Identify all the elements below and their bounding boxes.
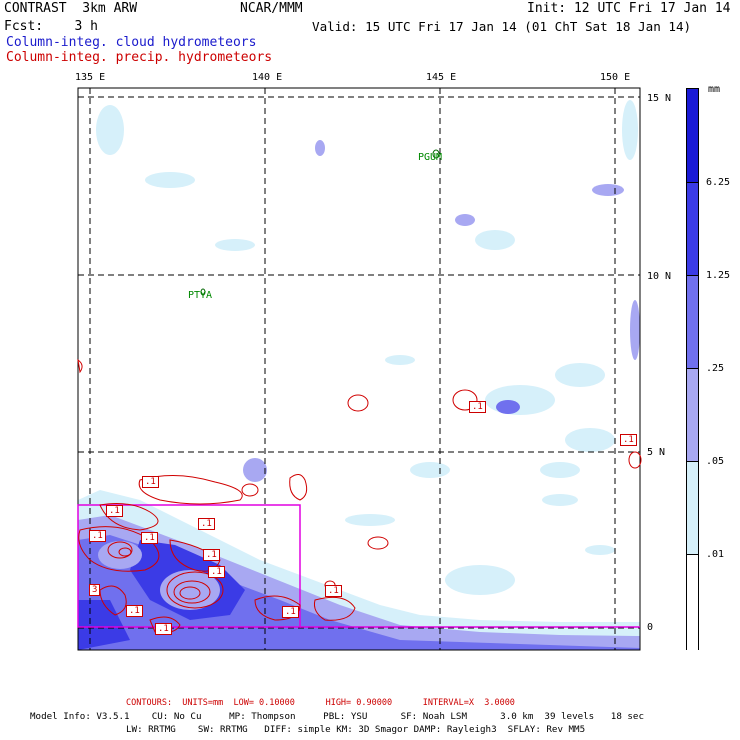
- contour: [314, 596, 356, 621]
- contour: [173, 580, 211, 604]
- cloud-patch: [622, 100, 638, 160]
- model-info-line2: LW: RRTMG SW: RRTMG DIFF: simple KM: 3D …: [126, 724, 586, 735]
- center-label: NCAR/MMM: [240, 1, 303, 16]
- contour: [138, 474, 243, 505]
- contour-label: .1: [126, 605, 143, 617]
- cloud-patch: [445, 565, 515, 595]
- contour: [99, 503, 159, 531]
- cloud-band-south-3: [78, 535, 640, 650]
- cloud-patch: [475, 230, 515, 250]
- cloud-patch: [542, 494, 578, 506]
- contour-label: .1: [142, 476, 159, 488]
- contour: [367, 536, 389, 550]
- contour: [289, 474, 308, 501]
- contour-label: .1: [469, 401, 486, 413]
- island-markers: [200, 149, 440, 296]
- contour-label: .1: [141, 532, 158, 544]
- contour-label: .1: [325, 585, 342, 597]
- cloud-patch: [315, 140, 325, 156]
- cloud-patch: [565, 428, 615, 452]
- contour: [107, 541, 133, 559]
- contour: [78, 526, 160, 572]
- station-label-ptya: PTYA: [188, 290, 213, 301]
- valid-time: Valid: 15 UTC Fri 17 Jan 14 (01 ChT Sat …: [312, 19, 692, 34]
- model-info-line1: Model Info: V3.5.1 CU: No Cu MP: Thompso…: [30, 711, 644, 722]
- forecast-hour: Fcst: 3 h: [4, 19, 98, 34]
- contour: [347, 394, 369, 412]
- map-grid: [78, 88, 640, 650]
- lat-label-5n: 5 N: [647, 447, 666, 458]
- contour-label: .1: [203, 549, 220, 561]
- cloud-patch: [215, 239, 255, 251]
- station-label-pgum: PGUM: [418, 152, 443, 163]
- contour: [241, 483, 259, 497]
- legend-swatch-6-25-plus: [687, 89, 698, 182]
- contour: [628, 451, 642, 469]
- map-frame: [77, 87, 641, 651]
- cloud-patch: [96, 105, 124, 155]
- contour-label: .1: [620, 434, 637, 446]
- contour-label: .1: [208, 566, 225, 578]
- legend-level: 6.25: [706, 177, 731, 188]
- nested-domain-box: [77, 504, 640, 628]
- contour: [118, 547, 132, 557]
- legend-level: .25: [706, 363, 725, 374]
- field-cloud-label: Column-integ. cloud hydrometeors: [6, 35, 257, 50]
- cloud-patch: [592, 184, 624, 196]
- cloud-patch: [345, 514, 395, 526]
- cloud-patch: [485, 385, 555, 415]
- cloud-core-3: [98, 541, 142, 569]
- contour: [452, 389, 478, 411]
- contour: [99, 585, 127, 616]
- legend-swatch-0-01: [687, 461, 698, 555]
- cloud-patch: [496, 400, 520, 414]
- lat-label-0: 0: [647, 622, 654, 633]
- contour: [77, 358, 83, 374]
- init-time: Init: 12 UTC Fri 17 Jan 14: [527, 1, 731, 16]
- lat-label-15n: 15 N: [647, 93, 672, 104]
- contour-label: .1: [198, 518, 215, 530]
- cloud-patch: [630, 300, 640, 360]
- cloud-sw-edge: [78, 600, 130, 650]
- contour-label: .1: [89, 530, 106, 542]
- contour: [166, 571, 224, 609]
- cloud-patch: [555, 363, 605, 387]
- cloud-patch: [385, 355, 415, 365]
- contour-label: .1: [155, 623, 172, 635]
- cloud-patch: [145, 172, 195, 188]
- lon-label-150: 150 E: [600, 72, 631, 83]
- cloud-patch: [585, 545, 615, 555]
- island-guam: [432, 149, 440, 159]
- cloud-patch: [540, 462, 580, 478]
- lat-label-10n: 10 N: [647, 271, 672, 282]
- legend-level: .05: [706, 456, 725, 467]
- legend-unit: mm: [708, 84, 721, 95]
- legend-swatch-0-05: [687, 368, 698, 462]
- lon-label-140: 140 E: [252, 72, 283, 83]
- contour: [179, 586, 201, 600]
- legend-level: 1.25: [706, 270, 731, 281]
- legend-colorbar: [686, 88, 699, 650]
- model-title: CONTRAST 3km ARW: [4, 1, 138, 16]
- cloud-shading: [78, 100, 640, 650]
- legend-swatch-zero: [687, 554, 698, 650]
- lon-label-145: 145 E: [426, 72, 457, 83]
- cloud-patch: [243, 458, 267, 482]
- lon-label-135: 135 E: [75, 72, 106, 83]
- contour-label: 3: [89, 584, 101, 596]
- legend-swatch-1-25: [687, 182, 698, 276]
- contour-info: CONTOURS: UNITS=mm LOW= 0.10000 HIGH= 0.…: [126, 698, 515, 708]
- cloud-patch: [410, 462, 450, 478]
- cloud-patch: [455, 214, 475, 226]
- contour-label: .1: [282, 606, 299, 618]
- field-precip-label: Column-integ. precip. hydrometeors: [6, 50, 273, 65]
- precip-contours: [77, 358, 642, 634]
- island-yap: [200, 288, 206, 296]
- legend-swatch-0-25: [687, 275, 698, 369]
- legend-level: .01: [706, 549, 725, 560]
- contour-label: .1: [106, 505, 123, 517]
